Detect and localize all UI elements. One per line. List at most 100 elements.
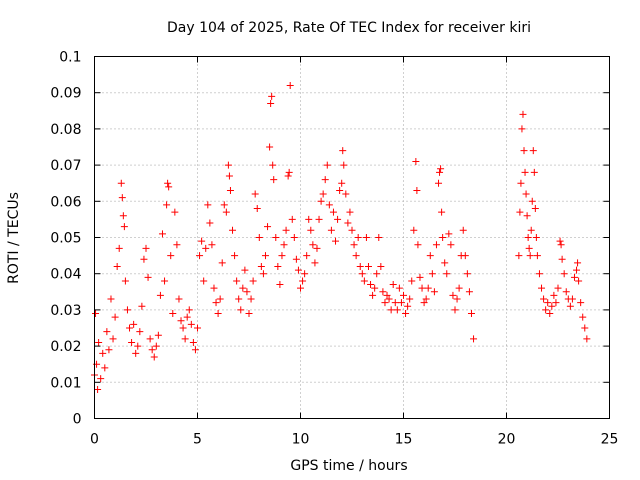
data-point [181, 335, 189, 343]
data-point [183, 313, 191, 321]
data-point [393, 306, 401, 314]
data-point [297, 284, 304, 292]
data-point [526, 252, 534, 260]
data-point [245, 310, 253, 318]
data-point [518, 125, 526, 133]
data-point [222, 208, 230, 216]
data-point [161, 277, 169, 285]
data-point [391, 299, 399, 307]
data-point [524, 234, 532, 241]
y-tick-label: 0.08 [50, 122, 81, 138]
data-point [103, 328, 111, 336]
data-point [194, 324, 201, 332]
data-point [200, 277, 208, 285]
data-point [315, 215, 323, 223]
data-point [123, 306, 131, 314]
data-point [381, 299, 389, 307]
data-point [369, 291, 377, 299]
data-point [375, 234, 383, 241]
data-point [441, 259, 449, 267]
plot-frame [94, 56, 610, 419]
data-point [142, 244, 150, 252]
data-point [356, 262, 364, 270]
data-point [529, 147, 537, 155]
data-point [428, 270, 436, 278]
data-point [447, 241, 455, 249]
y-tick-label: 0.01 [50, 375, 81, 391]
data-point [400, 291, 407, 299]
x-tick-label: 10 [292, 432, 310, 448]
data-point [443, 270, 451, 278]
grid-lines [94, 56, 610, 419]
data-point [261, 252, 269, 260]
data-point [544, 299, 552, 307]
data-point [198, 237, 206, 245]
data-point [95, 338, 103, 346]
data-point [115, 244, 123, 252]
data-point [346, 208, 354, 216]
data-point [177, 317, 185, 325]
data-point [274, 262, 282, 270]
data-point [531, 205, 539, 213]
data-point [577, 299, 585, 307]
data-point [521, 168, 529, 176]
data-point [548, 302, 556, 310]
data-point [140, 255, 148, 263]
data-point [196, 252, 204, 260]
data-point [266, 143, 274, 151]
data-point [348, 226, 356, 234]
data-point [301, 270, 309, 278]
data-point [311, 259, 319, 267]
data-point [546, 310, 554, 318]
data-point [285, 168, 293, 176]
y-tick-label: 0.05 [50, 231, 81, 247]
data-point [280, 241, 288, 249]
x-tick-label: 20 [498, 432, 516, 448]
data-point [573, 266, 581, 274]
data-point [557, 241, 565, 249]
data-point [522, 190, 530, 198]
data-point [422, 295, 430, 303]
data-point [408, 277, 416, 285]
data-points [91, 81, 591, 394]
data-point [117, 179, 125, 187]
data-point [350, 241, 358, 249]
data-point [430, 288, 438, 296]
y-tick-label: 0.04 [50, 267, 81, 283]
data-point [575, 277, 583, 285]
data-point [216, 295, 224, 303]
data-point [229, 226, 237, 234]
data-point [179, 324, 187, 332]
data-point [404, 302, 412, 310]
data-point [336, 186, 344, 194]
y-tick-label: 0.02 [50, 339, 81, 355]
data-point [191, 346, 199, 354]
data-point [436, 168, 444, 176]
data-point [379, 288, 387, 296]
data-point [327, 226, 335, 234]
data-point [99, 349, 107, 357]
data-point [206, 219, 214, 227]
data-point [517, 179, 525, 187]
data-point [165, 183, 173, 191]
data-point [321, 176, 329, 184]
data-point [527, 226, 535, 234]
data-point [171, 208, 179, 216]
data-point [268, 92, 276, 100]
chart-title: Day 104 of 2025, Rate Of TEC Index for r… [167, 20, 531, 36]
data-point [109, 335, 117, 343]
data-point [204, 201, 212, 209]
data-point [97, 375, 105, 383]
data-point [269, 161, 277, 169]
data-point [224, 161, 232, 169]
data-point [566, 302, 574, 310]
data-point [138, 302, 146, 310]
data-point [570, 273, 578, 281]
data-point [148, 346, 156, 354]
data-point [377, 262, 385, 270]
axis-ticks [94, 56, 610, 419]
data-point [352, 252, 360, 260]
data-point [253, 205, 261, 213]
x-tick-labels: 0 5 10 15 20 25 [90, 432, 618, 448]
data-point [128, 338, 136, 346]
